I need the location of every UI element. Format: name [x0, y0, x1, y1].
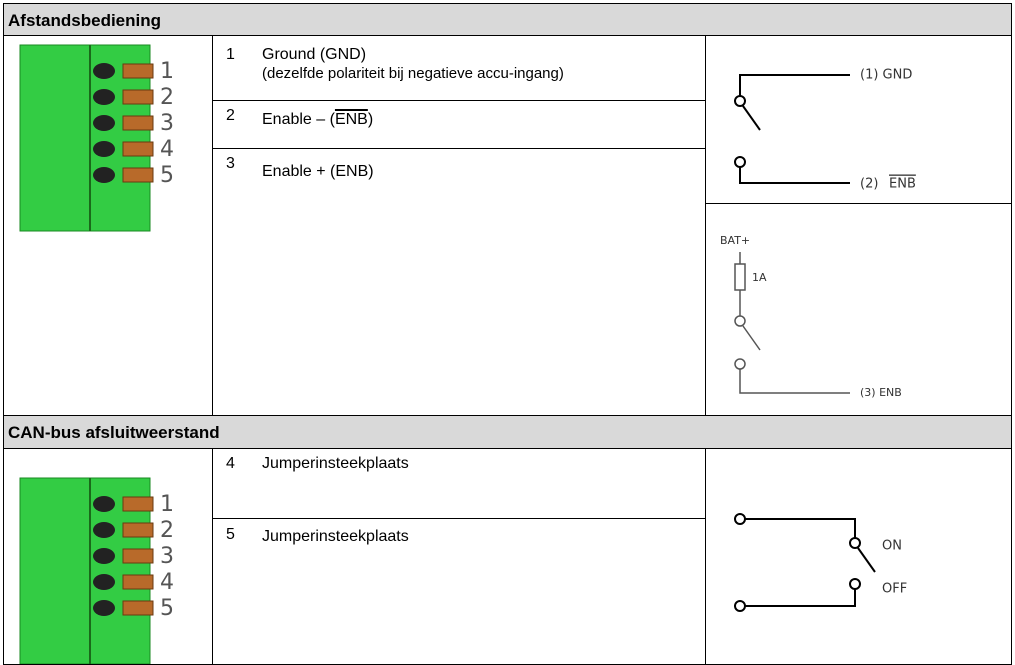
connector-hole — [93, 600, 115, 616]
connector-pin — [122, 600, 154, 616]
text: Enable – ( — [262, 111, 335, 128]
connector-pin — [122, 63, 154, 79]
section-header: CAN-bus afsluitweerstand — [3, 415, 1012, 449]
connector-label: 2 — [160, 85, 174, 110]
connector-hole — [93, 167, 115, 183]
connector-pin — [122, 548, 154, 564]
connector-hole — [93, 574, 115, 590]
connector-hole — [93, 89, 115, 105]
connector-label: 5 — [160, 163, 174, 188]
connector-pin — [122, 115, 154, 131]
diagram-label: ON — [882, 539, 902, 554]
diagram-label: OFF — [882, 582, 907, 597]
row-text: Enable – (ENB) — [262, 111, 373, 129]
section-header: Afstandsbediening — [3, 3, 1012, 36]
text: ) — [367, 111, 374, 128]
text: ENB — [334, 111, 368, 128]
connector-pin — [122, 89, 154, 105]
connector-pin — [122, 496, 154, 512]
connector-label: 1 — [160, 492, 174, 517]
connector-pin — [122, 167, 154, 183]
pin-number: 5 — [226, 526, 235, 543]
diagram-label: ENB — [889, 177, 916, 192]
connector-hole — [93, 496, 115, 512]
pin-number: 1 — [226, 46, 235, 63]
row-text: Jumperinsteekplaats — [262, 455, 409, 472]
row-text: Ground (GND) — [262, 46, 367, 63]
connector-label: 3 — [160, 111, 174, 136]
connector-hole — [93, 141, 115, 157]
diagram-cell — [705, 35, 1012, 204]
connector-label: 4 — [160, 137, 174, 162]
pin-number: 3 — [226, 155, 235, 172]
diagram-label: (2) — [860, 177, 878, 192]
connector-label: 4 — [160, 570, 174, 595]
row-text: Jumperinsteekplaats — [262, 528, 409, 545]
diagram-3 — [734, 513, 876, 612]
diagram-2 — [734, 252, 850, 394]
diagram-1 — [734, 74, 850, 184]
diagram-label: (1) GND — [860, 68, 912, 83]
connector-label: 3 — [160, 544, 174, 569]
connector-pin — [122, 141, 154, 157]
row-subtext: (dezelfde polariteit bij negatieve accu-… — [262, 65, 564, 82]
connector-hole — [93, 115, 115, 131]
connector-label: 2 — [160, 518, 174, 543]
connector-hole — [93, 522, 115, 538]
row-text: Enable + (ENB) — [262, 163, 374, 180]
connector-hole — [93, 548, 115, 564]
pin-number: 2 — [226, 107, 235, 124]
diagram-label: (3) ENB — [860, 386, 902, 399]
connector-pin — [122, 522, 154, 538]
diagram-label: 1A — [752, 271, 767, 284]
connector-label: 5 — [160, 596, 174, 621]
connector-pin — [122, 574, 154, 590]
connector-hole — [93, 63, 115, 79]
connector-label: 1 — [160, 59, 174, 84]
diagram-label: BAT+ — [720, 234, 750, 247]
pin-number: 4 — [226, 455, 235, 472]
